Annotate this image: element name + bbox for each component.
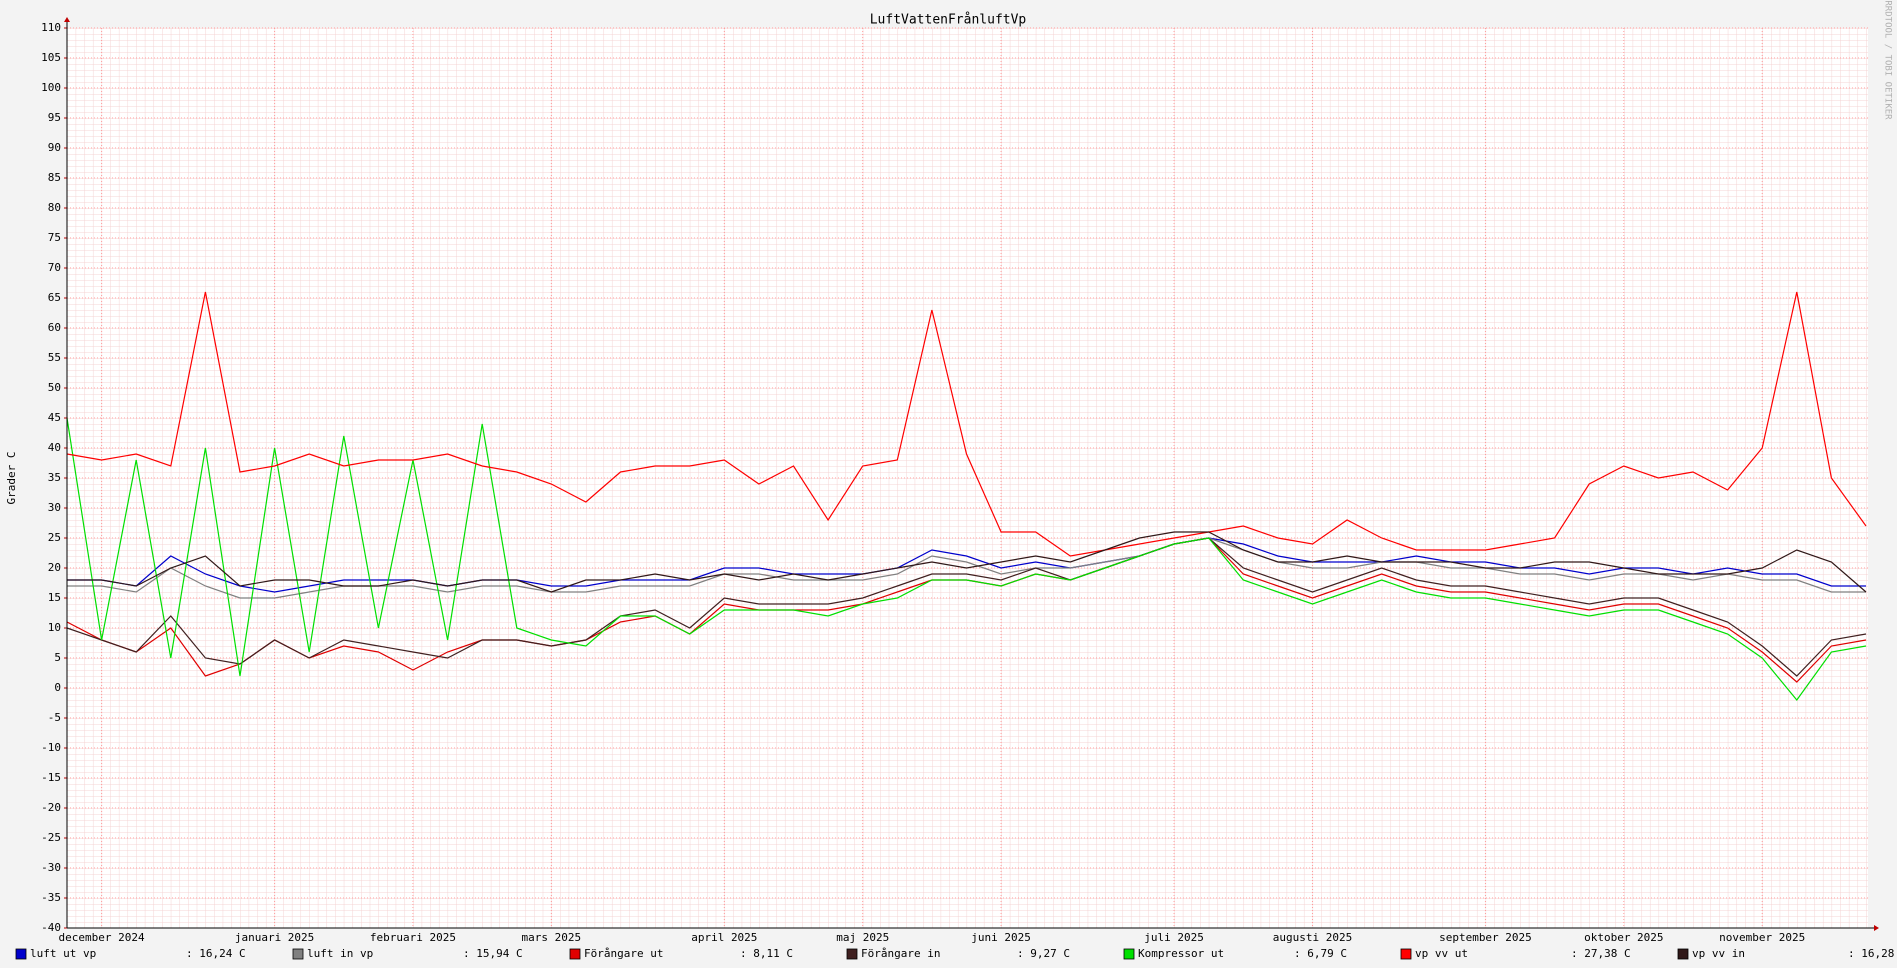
y-tick-label: 10 [48, 621, 61, 634]
y-tick-label: -10 [41, 741, 61, 754]
y-tick-label: 70 [48, 261, 61, 274]
legend-label: luft ut vp [30, 947, 96, 960]
y-tick-label: 20 [48, 561, 61, 574]
y-tick-label: 0 [54, 681, 61, 694]
y-tick-label: 95 [48, 111, 61, 124]
legend-value: : 9,27 C [1017, 947, 1070, 960]
legend-swatch [1400, 948, 1412, 960]
y-tick-label: 50 [48, 381, 61, 394]
series-line [66, 291, 1867, 557]
series-line [67, 537, 1866, 593]
x-tick-label: april 2025 [691, 931, 757, 944]
series-line [66, 417, 1867, 701]
watermark: RRDTOOL / TOBI OETIKER [1883, 0, 1893, 120]
y-tick-label: 55 [48, 351, 61, 364]
y-tick-label: 40 [48, 441, 61, 454]
y-tick-label: -5 [48, 711, 61, 724]
legend-swatch [569, 948, 581, 960]
legend-swatch [1677, 948, 1689, 960]
y-tick-label: 100 [41, 81, 61, 94]
legend-value: : 15,94 C [463, 947, 523, 960]
y-tick-label: 60 [48, 321, 61, 334]
legend-label: vp vv ut [1415, 947, 1468, 960]
x-tick-label: januari 2025 [235, 931, 314, 944]
y-tick-label: 35 [48, 471, 61, 484]
legend-value: : 16,24 C [186, 947, 246, 960]
y-tick-label: 25 [48, 531, 61, 544]
x-tick-label: maj 2025 [836, 931, 889, 944]
legend-swatch [846, 948, 858, 960]
y-tick-label: -25 [41, 831, 61, 844]
x-tick-label: februari 2025 [370, 931, 456, 944]
lines [66, 291, 1867, 701]
legend: luft ut vp : 16,24 C luft in vp : 15,94 C Fö… [15, 947, 1897, 960]
y-tick-label: 30 [48, 501, 61, 514]
x-tick-label: november 2025 [1719, 931, 1805, 944]
y-tick-label: -15 [41, 771, 61, 784]
legend-label: Förångare in [861, 947, 940, 960]
series-line [66, 537, 1867, 677]
y-tick-label: 85 [48, 171, 61, 184]
y-axis-label: Grader C [5, 452, 18, 505]
legend-swatch [1123, 948, 1135, 960]
legend-value: : 8,11 C [740, 947, 793, 960]
x-tick-label: september 2025 [1439, 931, 1532, 944]
y-arrow [64, 17, 70, 22]
x-tick-label: augusti 2025 [1273, 931, 1352, 944]
legend-value: : 27,38 C [1571, 947, 1631, 960]
y-tick-label: -40 [41, 921, 61, 934]
y-tick-label: 45 [48, 411, 61, 424]
y-tick-label: 105 [41, 51, 61, 64]
y-tick-label: 80 [48, 201, 61, 214]
legend-label: Kompressor ut [1138, 947, 1224, 960]
y-tick-label: 75 [48, 231, 61, 244]
y-tick-label: 110 [41, 21, 61, 34]
x-tick-label: december 2024 [59, 931, 145, 944]
chart-title: LuftVattenFrånluftVp [870, 13, 1027, 28]
y-tick-label: -35 [41, 891, 61, 904]
x-tick-label: oktober 2025 [1584, 931, 1663, 944]
y-tick-label: 90 [48, 141, 61, 154]
series-line [67, 531, 1867, 593]
legend-swatch [292, 948, 304, 960]
x-tick-label: juni 2025 [971, 931, 1031, 944]
grid [64, 27, 1868, 929]
legend-label: Förångare ut [584, 947, 663, 960]
y-tick-label: 65 [48, 291, 61, 304]
y-tick-label: -20 [41, 801, 61, 814]
legend-label: vp vv in [1692, 947, 1745, 960]
legend-label: luft in vp [307, 947, 373, 960]
legend-swatch [15, 948, 27, 960]
legend-value: : 6,79 C [1294, 947, 1347, 960]
y-tick-label: 5 [54, 651, 61, 664]
x-tick-label: mars 2025 [522, 931, 582, 944]
y-tick-label: -30 [41, 861, 61, 874]
x-arrow [1874, 925, 1879, 931]
y-tick-label: 15 [48, 591, 61, 604]
x-tick-label: juli 2025 [1144, 931, 1204, 944]
legend-value: : 16,28 C [1848, 947, 1897, 960]
